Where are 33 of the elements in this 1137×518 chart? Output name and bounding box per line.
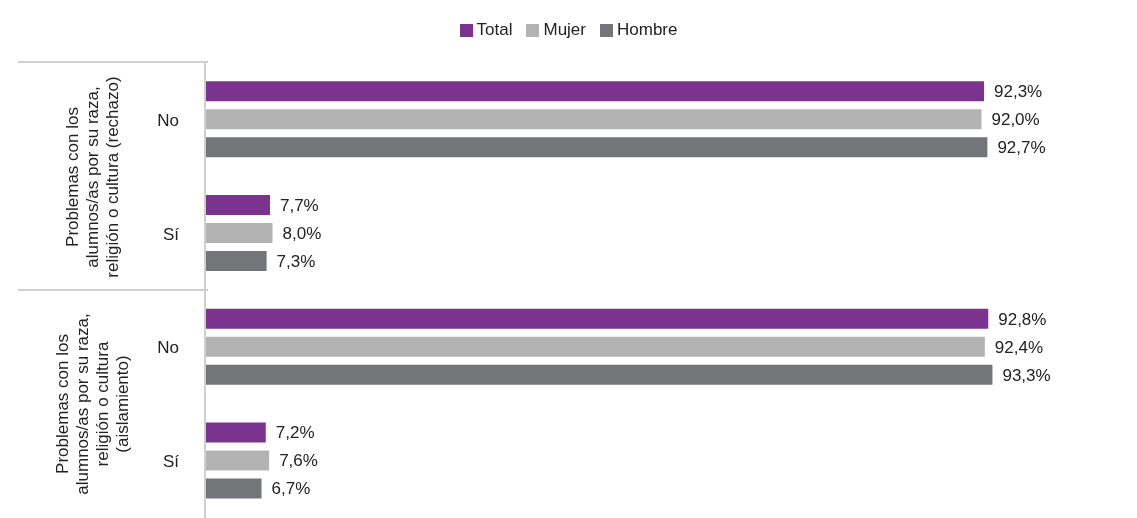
data-label: 92,4% (994, 337, 1044, 357)
y-tick-label: No (157, 110, 179, 130)
y-tick-label: Sí (162, 452, 180, 472)
bar (205, 450, 270, 471)
bar (205, 194, 270, 215)
bar (205, 422, 266, 443)
data-label: 6,7% (271, 479, 311, 499)
data-label: 7,7% (279, 195, 319, 215)
bar (205, 308, 989, 329)
data-label: 93,3% (1002, 365, 1051, 385)
y-tick-label: Sí (162, 224, 180, 244)
y-tick-label: No (157, 338, 179, 358)
legend-label: Mujer (542, 20, 586, 40)
bar (205, 250, 267, 271)
legend-label: Hombre (616, 20, 678, 40)
text: Problemas con los alumnos/as por su raza, religión o cultura (rechazo) (62, 75, 123, 280)
bar (205, 364, 993, 385)
bar (205, 109, 982, 130)
bar (205, 222, 273, 243)
data-label: 7,3% (276, 251, 316, 271)
data-label: 8,0% (282, 223, 322, 243)
bar (205, 336, 985, 357)
legend-label: Total (475, 20, 513, 40)
bar (205, 137, 988, 158)
data-label: 92,8% (998, 309, 1047, 329)
text: Problemas con los alumnos/as por su raza, religión o cultura (aislamiento) (53, 312, 133, 497)
data-label: 92,0% (991, 110, 1040, 130)
data-label: 92,7% (997, 138, 1046, 158)
bar (205, 81, 985, 102)
data-label: 92,3% (994, 82, 1043, 102)
data-label: 7,6% (279, 451, 318, 471)
bar (205, 478, 262, 499)
data-label: 7,2% (275, 423, 315, 443)
